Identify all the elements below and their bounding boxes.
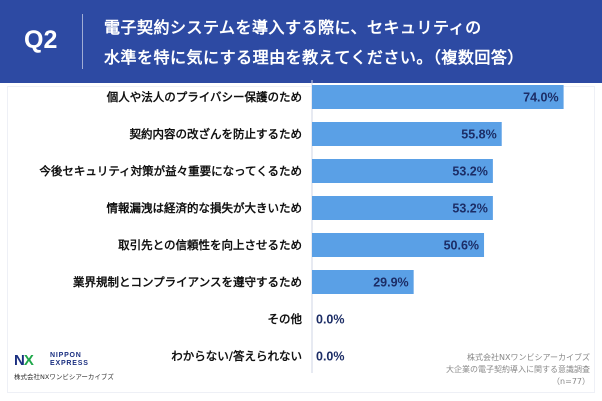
question-title-line1: 電子契約システムを導入する際に、セキュリティの xyxy=(104,18,482,37)
value-label: 0.0% xyxy=(316,350,345,364)
bar xyxy=(312,196,493,220)
bar xyxy=(312,122,502,146)
bars-group: 個人や法人のプライバシー保護のため 74.0% 契約内容の改ざんを防止するため 55.… xyxy=(38,85,564,364)
value-label: 50.6% xyxy=(444,239,479,253)
logo-company-name: 株式会社NXワンビシアーカイブズ xyxy=(14,373,114,381)
value-label: 55.8% xyxy=(461,128,496,142)
header-divider xyxy=(82,14,83,69)
nx-logo-mark: NX xyxy=(14,352,34,369)
value-label: 74.0% xyxy=(523,91,558,105)
logo-name: NIPPON EXPRESS xyxy=(50,352,89,367)
logo-mark-x: X xyxy=(23,352,34,369)
category-label: 業界規制とコンプライアンスを遵守するため xyxy=(72,275,302,289)
bar xyxy=(312,159,493,183)
category-label: 個人や法人のプライバシー保護のため xyxy=(106,90,302,104)
value-label: 53.2% xyxy=(452,202,487,216)
category-label: わからない/答えられない xyxy=(171,349,302,363)
value-label: 29.9% xyxy=(373,276,408,290)
source-note: 株式会社NXワンビシアーカイブズ 大企業の電子契約導入に関する意識調査 （n=7… xyxy=(446,352,590,388)
value-label: 0.0% xyxy=(316,313,345,327)
question-title-line2: 水準を特に気にする理由を教えてください。（複数回答） xyxy=(104,48,524,67)
chart-frame xyxy=(7,86,595,393)
nippon-express-logo: NX NIPPON EXPRESS 株式会社NXワンビシアーカイブズ xyxy=(14,352,134,386)
category-label: 情報漏洩は経済的な損失が大きいため xyxy=(106,201,303,215)
logo-name-line2: EXPRESS xyxy=(50,359,89,367)
source-line2: 大企業の電子契約導入に関する意識調査 xyxy=(446,365,590,374)
logo-mark-n: N xyxy=(14,352,25,369)
source-line3: （n=77） xyxy=(552,377,590,386)
category-label: その他 xyxy=(268,312,303,326)
logo-name-line1: NIPPON xyxy=(50,352,82,359)
bar xyxy=(312,85,564,109)
question-number: Q2 xyxy=(24,26,58,54)
bar xyxy=(312,270,414,294)
bar xyxy=(312,233,485,257)
category-label: 取引先との信頼性を向上させるため xyxy=(118,238,302,252)
question-header: Q2 電子契約システムを導入する際に、セキュリティの 水準を特に気にする理由を教… xyxy=(0,0,602,83)
category-label: 今後セキュリティ対策が益々重要になってくるため xyxy=(38,164,302,178)
source-line1: 株式会社NXワンビシアーカイブズ xyxy=(467,353,590,362)
value-label: 53.2% xyxy=(452,165,487,179)
category-label: 契約内容の改ざんを防止するため xyxy=(129,127,303,141)
